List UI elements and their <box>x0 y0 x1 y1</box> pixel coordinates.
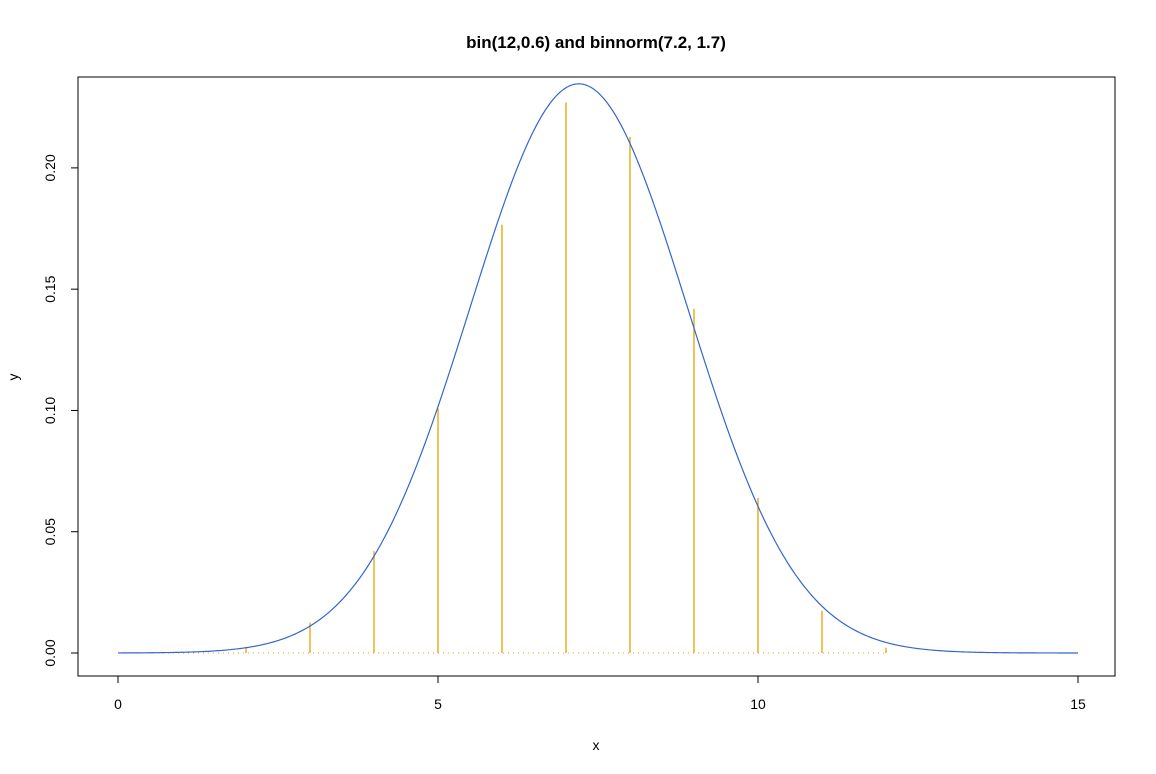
x-axis: 0 5 10 15 <box>114 675 1086 712</box>
chart-title: bin(12,0.6) and binnorm(7.2, 1.7) <box>466 33 726 52</box>
x-tick-label: 5 <box>434 696 442 712</box>
density-curve-line <box>117 83 1078 654</box>
y-axis-label: y <box>5 374 21 381</box>
x-axis-label: x <box>593 737 600 753</box>
y-tick-label: 0.00 <box>42 639 58 666</box>
x-tick-label: 0 <box>114 696 122 712</box>
x-tick-label: 15 <box>1070 696 1086 712</box>
y-tick-label: 0.15 <box>42 275 58 302</box>
plot-frame <box>77 76 1116 677</box>
y-tick-label: 0.10 <box>42 397 58 424</box>
x-tick-label: 10 <box>750 696 766 712</box>
spike-series <box>245 102 887 653</box>
y-tick-label: 0.20 <box>42 154 58 181</box>
y-tick-label: 0.05 <box>42 518 58 545</box>
y-axis: 0.00 0.05 0.10 0.15 0.20 <box>42 154 79 667</box>
density-curve-series <box>117 83 1078 654</box>
